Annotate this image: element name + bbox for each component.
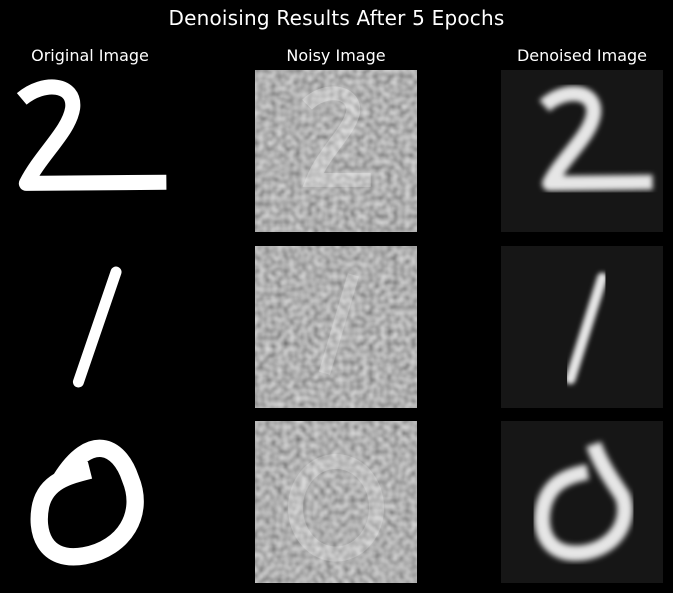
original-image-row-3: [9, 421, 171, 583]
denoised-image-row-1: [501, 70, 663, 232]
column-title-denoised: Denoised Image: [516, 46, 648, 65]
column-title-original: Original Image: [31, 46, 149, 65]
figure-title: Denoising Results After 5 Epochs: [168, 6, 505, 30]
noisy-image-row-2: [255, 246, 417, 408]
original-image-row-1: [9, 70, 171, 232]
denoised-image-row-2: [501, 246, 663, 408]
denoised-image-row-3: [501, 421, 663, 583]
noisy-image-row-1: [255, 70, 417, 232]
original-image-row-2: [9, 246, 171, 408]
column-title-noisy: Noisy Image: [286, 46, 386, 65]
noisy-image-row-3: [255, 421, 417, 583]
